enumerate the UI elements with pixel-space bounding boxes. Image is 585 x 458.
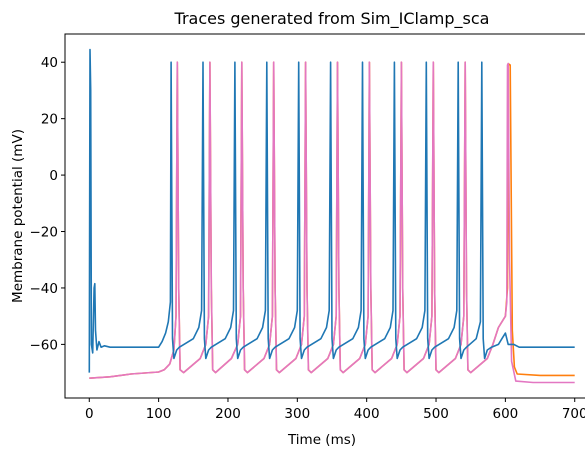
x-tick-label: 100 [146, 406, 172, 422]
x-axis-label: Time (ms) [287, 432, 356, 448]
y-tick-label: 0 [49, 168, 58, 184]
traces [88, 48, 575, 384]
y-tick-label: −40 [30, 281, 59, 297]
x-tick-label: 0 [85, 406, 94, 422]
x-tick-label: 200 [215, 406, 241, 422]
y-tick-label: −20 [30, 225, 59, 241]
x-axis: 0 100 200 300 400 500 600 700 [85, 398, 585, 422]
x-tick-label: 700 [562, 406, 585, 422]
x-tick-label: 300 [284, 406, 310, 422]
x-tick-label: 600 [492, 406, 518, 422]
x-tick-label: 400 [354, 406, 380, 422]
y-axis: −60 −40 −20 0 20 40 [30, 55, 65, 353]
plot-frame [64, 33, 585, 399]
y-tick-label: −60 [30, 337, 59, 353]
y-axis-label: Membrane potential (mV) [10, 129, 26, 303]
trace-line-2 [89, 61, 575, 384]
trace-line-3 [88, 48, 575, 373]
chart-title: Traces generated from Sim_IClamp_sca [174, 9, 490, 29]
y-tick-label: 40 [41, 55, 58, 71]
y-tick-label: 20 [41, 112, 58, 128]
x-tick-label: 500 [423, 406, 449, 422]
